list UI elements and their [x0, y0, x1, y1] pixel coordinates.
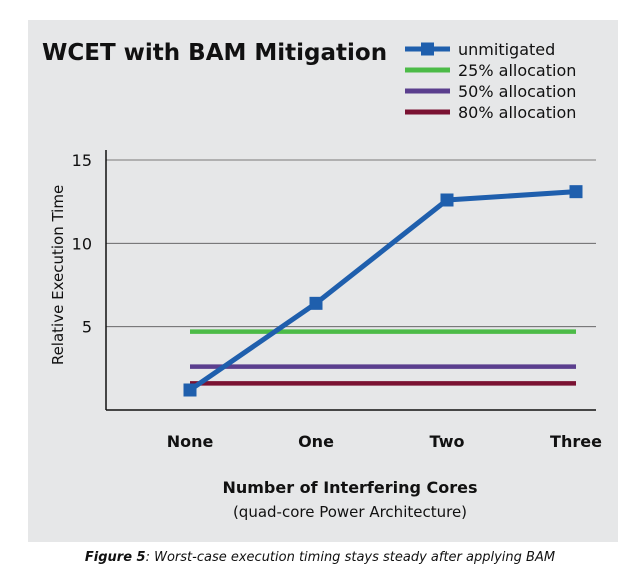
data-point [440, 193, 454, 207]
x-axis-label: Number of Interfering Cores [222, 478, 477, 497]
legend: unmitigated 25% allocation 50% allocation 8… [405, 40, 576, 122]
y-tick-label: 5 [82, 318, 92, 337]
chart-panel [28, 20, 618, 542]
legend-label: 25% allocation [458, 61, 576, 80]
caption-text: : Worst-case execution timing stays stea… [145, 550, 556, 565]
series-group [183, 185, 583, 397]
series-line [188, 189, 577, 393]
x-ticks: None One Two Three [167, 432, 602, 451]
x-tick-label: One [298, 432, 334, 451]
x-tick-label: None [167, 432, 214, 451]
y-ticks: 5 10 15 [72, 151, 92, 337]
y-axis-label: Relative Execution Time [49, 185, 67, 365]
data-point [309, 296, 323, 310]
x-tick-label: Three [550, 432, 602, 451]
caption-label: Figure 5 [84, 550, 146, 565]
x-axis-sublabel: (quad-core Power Architecture) [233, 503, 467, 521]
legend-label: 80% allocation [458, 103, 576, 122]
legend-label: 50% allocation [458, 82, 576, 101]
grid [106, 159, 596, 328]
legend-marker [421, 42, 434, 56]
figure-caption: Figure 5: Worst-case execution timing st… [0, 550, 640, 565]
x-tick-label: Two [430, 432, 465, 451]
y-tick-label: 15 [72, 151, 92, 170]
data-point [183, 383, 197, 397]
axes [105, 150, 596, 411]
data-point [569, 185, 583, 199]
y-tick-label: 10 [72, 234, 92, 253]
legend-label: unmitigated [458, 40, 555, 59]
chart-title: WCET with BAM Mitigation [42, 40, 387, 66]
